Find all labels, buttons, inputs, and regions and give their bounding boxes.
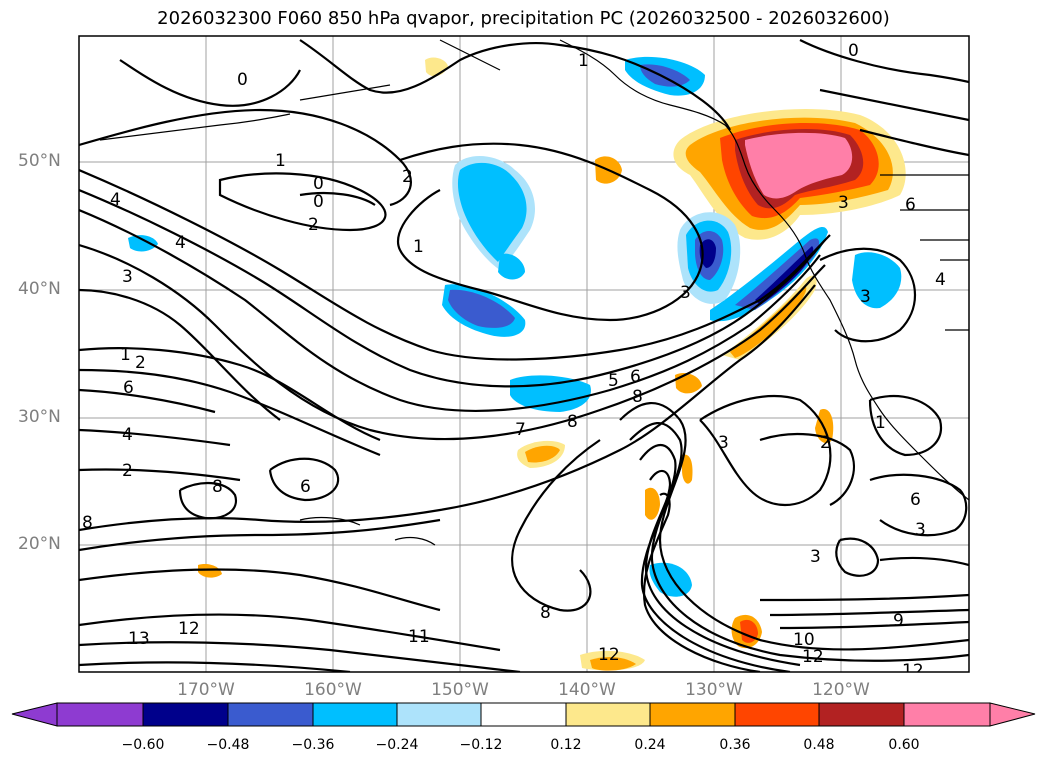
contour-label: 0: [313, 192, 324, 212]
colorbar-bin: [312, 702, 398, 727]
contour-label: 8: [540, 603, 551, 623]
lon-label: 120°W: [812, 680, 870, 700]
contour-label: 8: [212, 477, 223, 497]
colorbar-tick-label: 0.36: [719, 737, 751, 753]
colorbar-tick-label: 0.24: [634, 737, 666, 753]
contour-label: 3: [680, 283, 691, 303]
contour-label: 9: [893, 611, 904, 631]
contour-label: 6: [123, 378, 134, 398]
contour-label: 2: [308, 215, 319, 235]
contour-label: 13: [128, 629, 150, 649]
colorbar-tick-label: −0.24: [375, 737, 419, 753]
contour-label: 6: [905, 195, 916, 215]
colorbar-tick-label: −0.60: [121, 737, 165, 753]
colorbar-bin: [396, 702, 482, 727]
plot-area: 0 1 1 0 2 4 4 0 2 1 3 2 1 6 4 2 8 6 7 8 …: [79, 36, 969, 681]
contour-label: 4: [175, 233, 186, 253]
contour-label: 0: [237, 70, 248, 90]
contour-label: 6: [630, 367, 641, 387]
plot-frame: [78, 35, 970, 673]
colorbar-bin: [227, 702, 314, 727]
contour-label: 12: [178, 619, 200, 639]
lat-label: 20°N: [18, 534, 61, 554]
colorbar-tick-label: −0.12: [459, 737, 503, 753]
colorbar-tick-label: 0.48: [803, 737, 835, 753]
contour-label: 8: [632, 387, 643, 407]
contour-label: 2: [402, 167, 413, 187]
contour-label: 1: [275, 151, 286, 171]
contour-label: 12: [802, 647, 824, 667]
colorbar-bin: [480, 702, 567, 727]
colorbar-bin: [734, 702, 820, 727]
colorbar-tick-label: −0.48: [206, 737, 250, 753]
contour-label: 3: [838, 193, 849, 213]
colorbar-extend-max: [989, 702, 1036, 727]
precip-shading: [128, 56, 906, 671]
lat-label: 50°N: [18, 151, 61, 171]
contour-label: 6: [910, 490, 921, 510]
contour-label: 1: [578, 51, 589, 71]
colorbar-tick-label: −0.36: [291, 737, 335, 753]
contour-label: 8: [82, 513, 93, 533]
lon-label: 150°W: [431, 680, 489, 700]
contour-label: 1: [875, 413, 886, 433]
contour-label: 12: [902, 661, 924, 681]
contour-label: 12: [598, 645, 620, 665]
lon-label: 130°W: [685, 680, 743, 700]
contour-label: 4: [935, 270, 946, 290]
lat-label: 30°N: [18, 407, 61, 427]
colorbar-bin: [818, 702, 905, 727]
lon-label: 170°W: [177, 680, 235, 700]
lon-label: 140°W: [558, 680, 616, 700]
contour-label: 3: [122, 267, 133, 287]
coastlines: [99, 39, 969, 546]
colorbar-extend-min: [11, 702, 58, 727]
colorbar-tick-label: 0.12: [550, 737, 582, 753]
contour-label: 1: [120, 345, 131, 365]
contour-label: 10: [793, 630, 815, 650]
contour-label: 3: [718, 433, 729, 453]
qvapor-contours: [79, 39, 969, 672]
contour-label: 5: [608, 371, 619, 391]
contour-label: 3: [860, 287, 871, 307]
colorbar-tick-label: 0.60: [888, 737, 920, 753]
colorbar-bin: [565, 702, 651, 727]
contour-label: 3: [915, 520, 926, 540]
contour-label: 2: [820, 433, 831, 453]
contour-label: 2: [122, 461, 133, 481]
colorbar-bin: [903, 702, 991, 727]
contour-label: 0: [313, 174, 324, 194]
contour-label: 1: [413, 237, 424, 257]
lat-label: 40°N: [18, 279, 61, 299]
colorbar-bin: [142, 702, 229, 727]
colorbar-bin: [649, 702, 736, 727]
contour-label: 4: [122, 425, 133, 445]
contour-label: 7: [515, 420, 526, 440]
lon-label: 160°W: [304, 680, 362, 700]
colorbar: [11, 702, 1036, 727]
map-title: 2026032300 F060 850 hPa qvapor, precipit…: [157, 8, 890, 29]
contour-label: 0: [848, 41, 859, 61]
contour-labels: 0 1 1 0 2 4 4 0 2 1 3 2 1 6 4 2 8 6 7 8 …: [82, 41, 946, 681]
colorbar-bin: [56, 702, 144, 727]
contour-label: 11: [408, 627, 430, 647]
contour-label: 8: [567, 412, 578, 432]
contour-label: 4: [110, 190, 121, 210]
contour-label: 2: [135, 353, 146, 373]
contour-label: 3: [810, 547, 821, 567]
contour-label: 6: [300, 477, 311, 497]
